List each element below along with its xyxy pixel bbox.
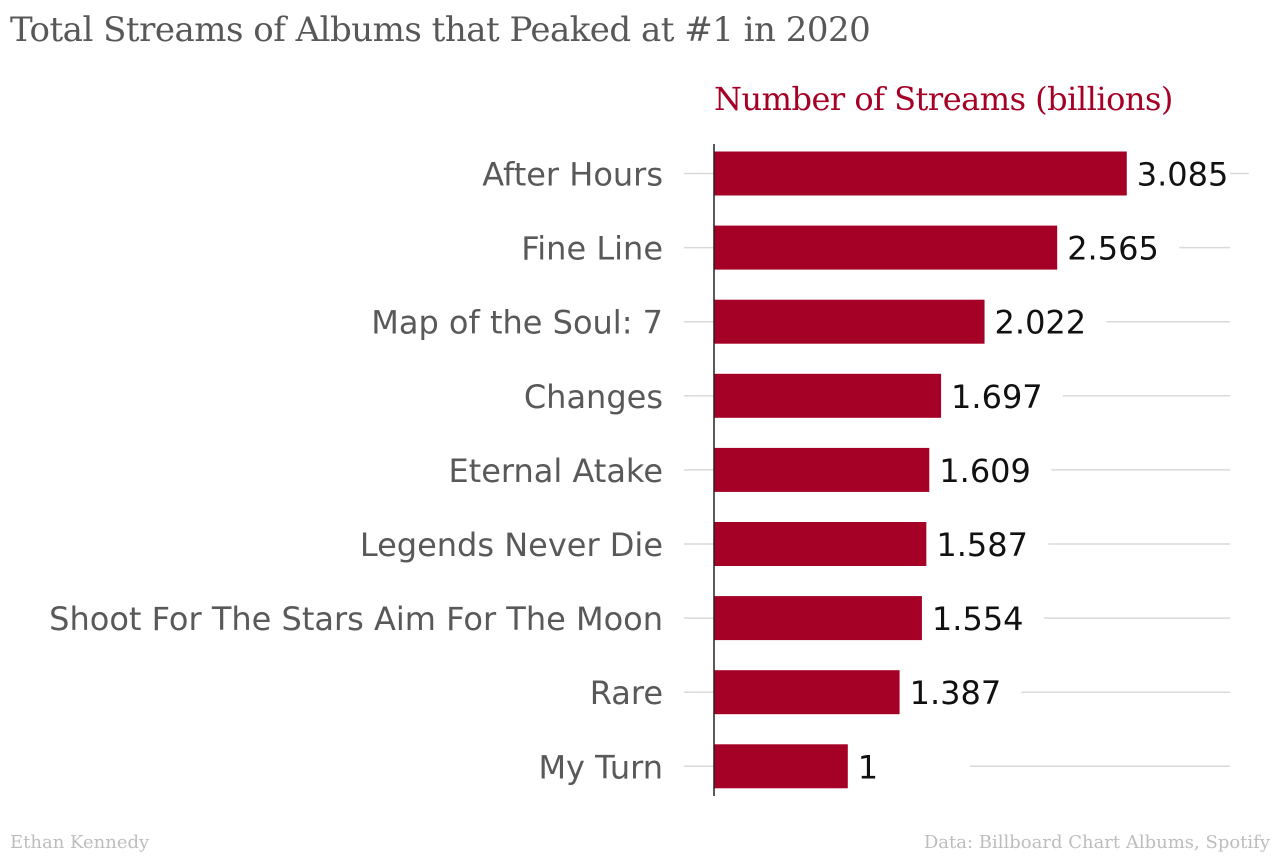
gridlines xyxy=(684,172,1249,768)
value-label: 2.022 xyxy=(995,304,1087,342)
value-label: 1 xyxy=(858,748,878,786)
labels: After Hours 3.085 Fine Line 2.565 Map of the… xyxy=(49,156,1228,787)
bar xyxy=(714,744,848,789)
category-label: Legends Never Die xyxy=(360,526,663,564)
value-label: 1.697 xyxy=(951,378,1043,416)
value-label: 1.387 xyxy=(910,674,1002,712)
author-credit: Ethan Kennedy xyxy=(10,832,150,853)
category-label: Changes xyxy=(524,378,663,416)
category-label: After Hours xyxy=(482,156,663,194)
category-label: Map of the Soul: 7 xyxy=(371,304,663,342)
bars xyxy=(714,151,1127,789)
bar xyxy=(714,299,985,344)
category-label: Rare xyxy=(590,674,663,712)
value-label: 3.085 xyxy=(1137,156,1229,194)
bar xyxy=(714,447,930,492)
category-label: Eternal Atake xyxy=(448,452,663,490)
bar xyxy=(714,151,1127,196)
bar xyxy=(714,596,922,641)
data-source: Data: Billboard Chart Albums, Spotify xyxy=(923,832,1270,853)
value-label: 2.565 xyxy=(1067,230,1159,268)
bar xyxy=(714,670,900,715)
value-label: 1.554 xyxy=(932,600,1024,638)
bar xyxy=(714,522,927,566)
category-label: Fine Line xyxy=(521,230,663,268)
series-header: Number of Streams (billions) xyxy=(714,80,1173,118)
category-label: My Turn xyxy=(538,748,663,786)
value-label: 1.609 xyxy=(939,452,1031,490)
chart-title: Total Streams of Albums that Peaked at #… xyxy=(10,10,871,50)
value-label: 1.587 xyxy=(936,526,1028,564)
category-label: Shoot For The Stars Aim For The Moon xyxy=(49,600,663,638)
bar xyxy=(714,225,1058,270)
bar xyxy=(714,373,942,418)
